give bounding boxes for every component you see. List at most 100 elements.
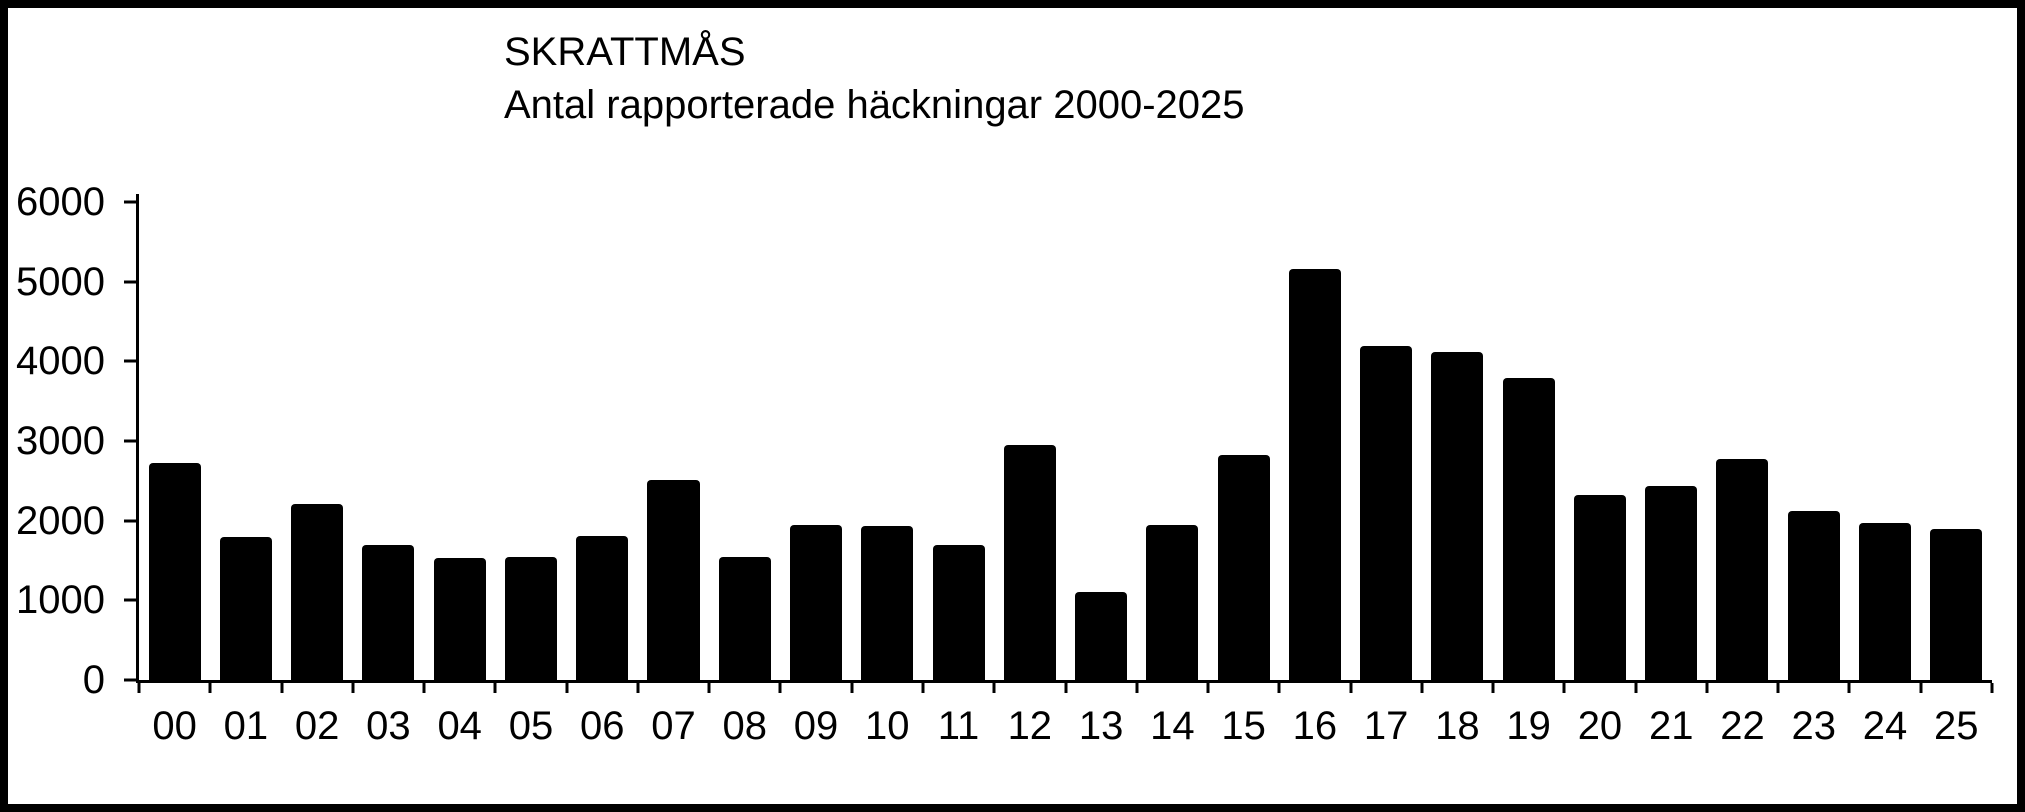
- x-tick-24: [1847, 683, 1851, 693]
- bar-20: [1573, 495, 1626, 680]
- x-tick-label-24: 24: [1862, 704, 1908, 748]
- bar-01: [219, 537, 272, 680]
- bar-12: [1003, 444, 1056, 680]
- bar-07: [647, 480, 700, 680]
- bar-14: [1146, 524, 1199, 680]
- x-tick-7: [636, 683, 640, 693]
- x-axis: [136, 680, 1992, 683]
- chart-title-block: SKRATTMÅS Antal rapporterade häckningar …: [504, 26, 1245, 132]
- bar-04: [433, 558, 486, 680]
- x-tick-21: [1634, 683, 1638, 693]
- bar-cell-25: [1921, 202, 1992, 680]
- bar-24: [1859, 523, 1912, 680]
- x-tick-4: [422, 683, 426, 693]
- x-tick-label-04: 04: [437, 704, 482, 748]
- x-tick-0: [137, 683, 141, 693]
- bar-11: [932, 544, 985, 680]
- y-tick-label-1000: 1000: [16, 578, 105, 623]
- bar-cell-14: [1137, 202, 1208, 680]
- bar-13: [1075, 592, 1128, 680]
- bar-cell-19: [1493, 202, 1564, 680]
- bar-cell-10: [852, 202, 923, 680]
- bar-cell-18: [1422, 202, 1493, 680]
- x-tick-label-02: 02: [294, 704, 340, 748]
- bar-cell-00: [139, 202, 210, 680]
- bar-cell-06: [567, 202, 638, 680]
- bar-00: [148, 462, 201, 680]
- x-tick-label-25: 25: [1934, 704, 1979, 748]
- bar-cell-23: [1778, 202, 1849, 680]
- bar-02: [291, 503, 344, 680]
- y-tick-label-3000: 3000: [16, 419, 105, 463]
- bar-cell-01: [210, 202, 281, 680]
- bar-15: [1217, 454, 1270, 680]
- bar-cell-16: [1279, 202, 1350, 680]
- x-tick-3: [351, 683, 355, 693]
- x-tick-12: [992, 683, 996, 693]
- x-tick-16: [1277, 683, 1281, 693]
- chart-title: SKRATTMÅS: [504, 30, 746, 74]
- y-tick-2000: [124, 519, 136, 523]
- bar-cell-13: [1065, 202, 1136, 680]
- x-tick-label-15: 15: [1221, 704, 1266, 748]
- bar-cell-17: [1351, 202, 1422, 680]
- x-tick-1: [208, 683, 212, 693]
- bar-09: [790, 524, 843, 680]
- chart-subtitle: Antal rapporterade häckningar 2000-2025: [504, 83, 1245, 127]
- bar-16: [1288, 268, 1341, 680]
- bar-cell-05: [495, 202, 566, 680]
- x-tick-label-01: 01: [223, 704, 269, 748]
- bar-cell-22: [1707, 202, 1778, 680]
- x-tick-label-08: 08: [722, 704, 768, 748]
- x-tick-label-19: 19: [1506, 704, 1551, 748]
- bar-cell-11: [923, 202, 994, 680]
- x-tick-label-10: 10: [865, 704, 910, 748]
- x-axis-labels: 00 01 02 03 04 05 06 07 08 09 10 11 12 13 14 15 16 17 18 19…: [139, 704, 1992, 748]
- bar-22: [1716, 458, 1769, 680]
- y-tick-0: [124, 678, 136, 682]
- bar-17: [1360, 346, 1413, 680]
- x-tick-26: [1990, 683, 1994, 693]
- bar-cell-04: [424, 202, 495, 680]
- bar-25: [1930, 528, 1983, 680]
- y-tick-label-5000: 5000: [16, 259, 105, 304]
- y-tick-4000: [124, 359, 136, 363]
- bar-cell-09: [780, 202, 851, 680]
- bar-08: [718, 557, 771, 680]
- x-tick-label-16: 16: [1292, 704, 1338, 748]
- x-tick-label-11: 11: [937, 704, 980, 748]
- x-tick-6: [565, 683, 569, 693]
- y-tick-5000: [124, 280, 136, 284]
- x-tick-15: [1206, 683, 1210, 693]
- x-tick-18: [1420, 683, 1424, 693]
- plot-area: 6000 5000 4000 3000 2000 1000 0 00 01 02 03 04 05 06…: [16, 182, 1994, 748]
- bar-18: [1431, 351, 1484, 680]
- x-tick-label-23: 23: [1791, 704, 1836, 748]
- bar-06: [576, 535, 629, 680]
- y-tick-label-6000: 6000: [16, 180, 105, 224]
- bar-cell-15: [1208, 202, 1279, 680]
- x-tick-label-17: 17: [1363, 704, 1409, 748]
- y-tick-1000: [124, 598, 136, 602]
- y-tick-label-4000: 4000: [16, 339, 105, 384]
- x-tick-label-12: 12: [1007, 704, 1053, 748]
- x-tick-8: [707, 683, 711, 693]
- bar-19: [1502, 378, 1555, 680]
- x-tick-label-18: 18: [1435, 704, 1480, 748]
- y-tick-label-2000: 2000: [16, 498, 105, 543]
- x-tick-19: [1491, 683, 1495, 693]
- x-axis-ticks: [137, 680, 1994, 693]
- bar-cell-08: [709, 202, 780, 680]
- x-tick-9: [778, 683, 782, 693]
- x-tick-11: [921, 683, 925, 693]
- bar-21: [1645, 486, 1698, 680]
- x-tick-label-20: 20: [1577, 704, 1623, 748]
- bar-10: [861, 526, 914, 680]
- x-tick-20: [1562, 683, 1566, 693]
- x-tick-label-03: 03: [366, 704, 411, 748]
- bar-cell-12: [994, 202, 1065, 680]
- x-tick-25: [1919, 683, 1923, 693]
- x-tick-2: [280, 683, 284, 693]
- bar-23: [1787, 511, 1840, 680]
